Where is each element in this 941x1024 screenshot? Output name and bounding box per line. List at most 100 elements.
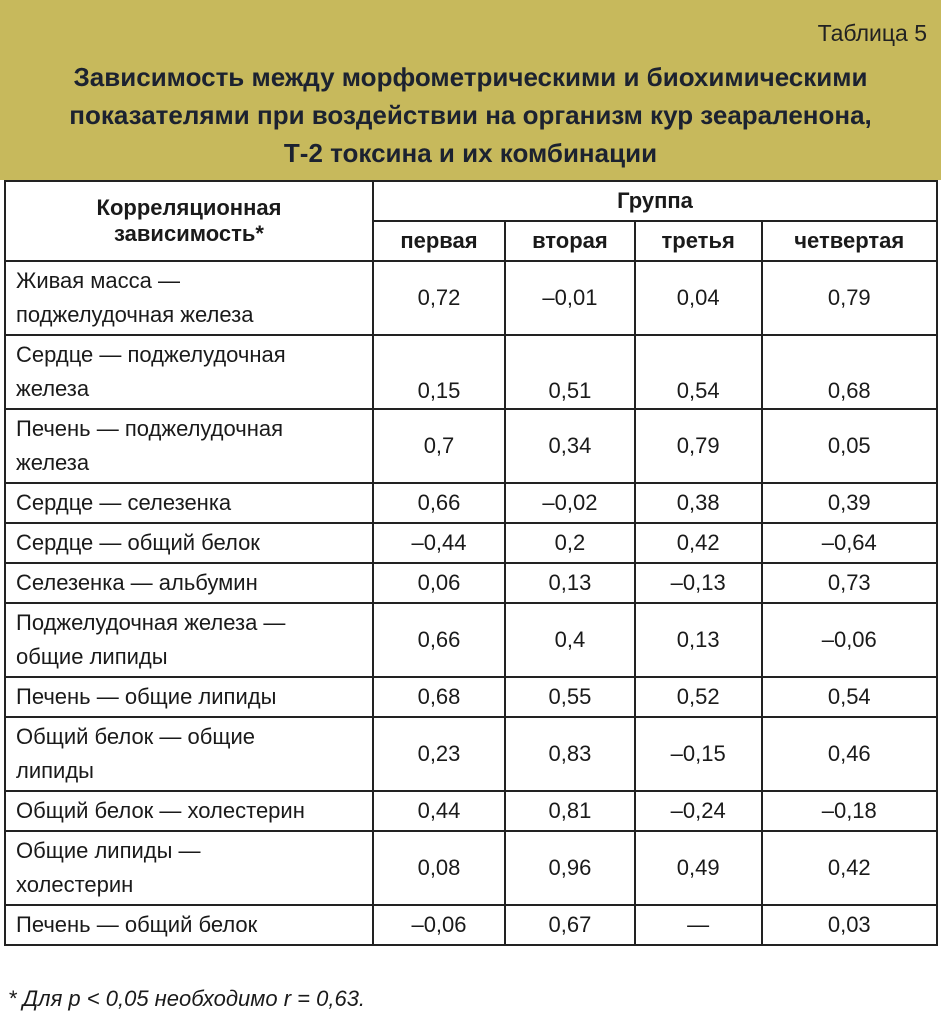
label-line: Печень — общий белок	[16, 912, 258, 937]
row-label: Сердце — селезенка	[4, 482, 374, 524]
cell: 0,72	[372, 260, 506, 336]
cell: —	[633, 904, 763, 946]
cell: 0,13	[633, 602, 763, 678]
column-header: четвертая	[760, 220, 939, 262]
table-row: Печень — общий белок –0,06 0,67—0,03	[4, 904, 939, 946]
cell: 0,79	[633, 408, 763, 484]
table-row: Сердце — селезенка 0,66 –0,02 0,38 0,39	[4, 482, 939, 524]
cell: 0,66	[372, 602, 506, 678]
row-label: Поджелудочная железа — общие липиды	[4, 602, 374, 678]
table-row: Селезенка — альбумин 0,06 0,13 –0,13 0,73	[4, 562, 939, 604]
title-line: показателями при воздействии на организм…	[69, 100, 872, 130]
label-line: общие липиды	[16, 644, 168, 669]
table-row: Общий белок — общие липиды 0,23 0,83 –0,15 0,…	[4, 716, 939, 792]
row-label: Живая масса — поджелудочная железа	[4, 260, 374, 336]
table-row: Печень — общие липиды 0,68 0,55 0,52 0,54	[4, 676, 939, 718]
cell: –0,64	[760, 522, 939, 564]
label-line: Сердце — общий белок	[16, 530, 260, 555]
title: Зависимость между морфометрическими и би…	[0, 58, 941, 172]
cell: –0,06	[760, 602, 939, 678]
header-line: Корреляционная	[96, 195, 282, 220]
header-line: зависимость*	[114, 221, 264, 246]
row-label: Печень — поджелудочная железа	[4, 408, 374, 484]
cell: –0,24	[633, 790, 763, 832]
cell: 0,34	[503, 408, 636, 484]
cell: 0,54	[760, 676, 939, 718]
cell: 0,05	[760, 408, 939, 484]
row-label: Общий белок — холестерин	[4, 790, 374, 832]
footnote: * Для p < 0,05 необходимо r = 0,63.	[8, 986, 366, 1011]
cell: 0,39	[760, 482, 939, 524]
label-line: Селезенка — альбумин	[16, 570, 258, 595]
table-row: Поджелудочная железа — общие липиды 0,66 0,…	[4, 602, 939, 678]
cell: 0,68	[760, 334, 939, 410]
cell: 0,55	[503, 676, 636, 718]
cell: 0,51	[503, 334, 636, 410]
table-number: Таблица 5	[817, 20, 927, 46]
row-label: Сердце — общий белок	[4, 522, 374, 564]
label-line: поджелудочная железа	[16, 302, 254, 327]
cell: –0,44	[372, 522, 506, 564]
label-line: холестерин	[16, 872, 134, 897]
label-line: Поджелудочная железа —	[16, 610, 286, 635]
row-label: Общие липиды — холестерин	[4, 830, 374, 906]
cell: 0,67	[503, 904, 636, 946]
cell: –0,18	[760, 790, 939, 832]
cell: 0,96	[503, 830, 636, 906]
label-line: Сердце — селезенка	[16, 490, 232, 515]
label-line: Сердце — поджелудочная	[16, 342, 286, 367]
cell: 0,66	[372, 482, 506, 524]
cell: 0,08	[372, 830, 506, 906]
label-line: железа	[16, 450, 90, 475]
label-line: Общий белок — общие	[16, 724, 255, 749]
cell: 0,79	[760, 260, 939, 336]
header-band	[0, 0, 941, 180]
cell: 0,73	[760, 562, 939, 604]
title-line: Т-2 токсина и их комбинации	[283, 138, 658, 168]
table-row: Общий белок — холестерин 0,44 0,81 –0,24 –0,…	[4, 790, 939, 832]
cell: 0,52	[633, 676, 763, 718]
row-label: Селезенка — альбумин	[4, 562, 374, 604]
column-header: вторая	[503, 220, 636, 262]
row-label: Общий белок — общие липиды	[4, 716, 374, 792]
cell: 0,83	[503, 716, 636, 792]
table-row: Сердце — поджелудочная железа 0,15 0,51 0,54…	[4, 334, 939, 410]
cell: 0,04	[633, 260, 763, 336]
column-header: первая	[372, 220, 506, 262]
label-line: Живая масса —	[16, 268, 181, 293]
cell: 0,4	[503, 602, 636, 678]
cell: 0,68	[372, 676, 506, 718]
label-line: Печень — поджелудочная	[16, 416, 284, 441]
column-header: Корреляционная зависимость*	[4, 180, 374, 262]
label-line: Общий белок — холестерин	[16, 798, 305, 823]
cell: 0,7	[372, 408, 506, 484]
table: Корреляционная зависимость* Группа первая…	[4, 180, 939, 946]
cell: 0,23	[372, 716, 506, 792]
row-label: Сердце — поджелудочная железа	[4, 334, 374, 410]
title-line: Зависимость между морфометрическими и би…	[73, 62, 868, 92]
label-line: Общие липиды —	[16, 838, 201, 863]
cell: 0,54	[633, 334, 763, 410]
cell: 0,06	[372, 562, 506, 604]
cell: 0,42	[760, 830, 939, 906]
table-row: Живая масса — поджелудочная железа 0,72 –0,…	[4, 260, 939, 336]
cell: 0,46	[760, 716, 939, 792]
cell: 0,38	[633, 482, 763, 524]
group-header: Группа	[372, 180, 938, 222]
cell: 0,49	[633, 830, 763, 906]
cell: –0,15	[633, 716, 763, 792]
column-header: третья	[633, 220, 763, 262]
label-line: Печень — общие липиды	[16, 684, 277, 709]
cell: 0,13	[503, 562, 636, 604]
cell: 0,03	[760, 904, 939, 946]
row-label: Печень — общие липиды	[4, 676, 374, 718]
cell: –0,13	[633, 562, 763, 604]
cell: –0,06	[372, 904, 506, 946]
row-label: Печень — общий белок	[4, 904, 374, 946]
table-row: Сердце — общий белок –0,44 0,2 0,42 –0,64	[4, 522, 939, 564]
label-line: липиды	[16, 758, 94, 783]
table-row: Печень — поджелудочная железа 0,7 0,34 0,79 0…	[4, 408, 939, 484]
cell: 0,44	[372, 790, 506, 832]
table-row: Общие липиды — холестерин 0,08 0,96 0,49 0,42	[4, 830, 939, 906]
